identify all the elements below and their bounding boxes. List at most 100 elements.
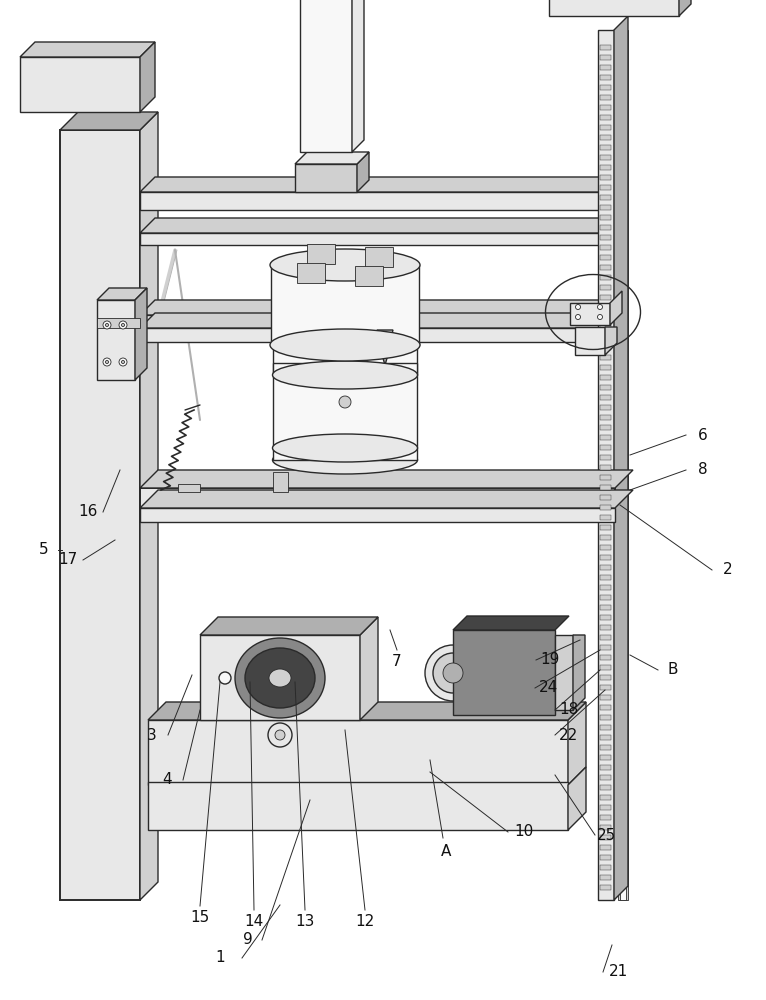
Bar [140,315,600,330]
Text: 3: 3 [147,728,157,742]
Bar [600,125,611,130]
Bar [600,85,611,90]
Bar [600,345,611,350]
Text: A: A [440,844,451,859]
Bar [600,135,611,140]
Text: 1: 1 [215,950,224,966]
Polygon shape [20,42,155,57]
Bar [600,525,611,530]
Circle shape [122,360,125,363]
Polygon shape [140,218,615,233]
Bar [600,315,611,320]
Bar [570,303,610,325]
Bar [355,266,383,286]
Bar [307,244,335,264]
Polygon shape [135,288,147,380]
Circle shape [575,314,581,320]
Bar [600,415,611,420]
Circle shape [119,358,127,366]
Bar [273,363,417,375]
Bar [600,865,611,870]
Bar [600,485,611,490]
Bar [600,615,611,620]
Bar [148,720,568,785]
Text: 8: 8 [698,462,708,478]
Bar [271,265,419,345]
Bar [97,318,140,328]
Bar [296,263,325,283]
Bar [600,605,611,610]
Bar [600,775,611,780]
Bar [600,305,611,310]
Polygon shape [140,42,155,112]
Bar [600,825,611,830]
Bar [618,30,628,900]
Polygon shape [140,313,615,328]
Circle shape [106,360,109,363]
Ellipse shape [273,361,417,389]
Bar [600,115,611,120]
Bar [600,565,611,570]
Bar [600,655,611,660]
Circle shape [268,723,292,747]
Text: 5: 5 [39,542,49,558]
Bar [600,715,611,720]
Bar [20,57,140,112]
Bar [300,0,352,152]
Polygon shape [568,767,586,830]
Polygon shape [573,635,585,710]
Bar [600,55,611,60]
Bar [555,635,573,710]
Text: 12: 12 [355,914,375,930]
Bar [600,335,611,340]
Bar [600,195,611,200]
Bar [600,535,611,540]
Bar [600,455,611,460]
Text: 17: 17 [58,552,77,568]
Text: 13: 13 [296,914,315,930]
Bar [600,585,611,590]
Bar [273,472,288,492]
Bar [600,375,611,380]
Bar [600,75,611,80]
Polygon shape [60,112,158,130]
Bar [600,495,611,500]
Polygon shape [360,617,378,720]
Bar [575,327,605,355]
Circle shape [103,321,111,329]
Bar [600,625,611,630]
Polygon shape [610,291,622,325]
Bar [148,782,568,830]
Bar [600,45,611,50]
Text: 7: 7 [392,654,402,670]
Bar [600,795,611,800]
Bar [600,515,611,520]
Ellipse shape [270,329,420,361]
Text: 6: 6 [698,428,708,442]
Bar [600,545,611,550]
Bar [600,645,611,650]
Bar [600,635,611,640]
Ellipse shape [245,648,315,708]
Bar [600,275,611,280]
Bar [140,488,615,510]
Text: 22: 22 [559,728,578,742]
Circle shape [219,672,231,684]
Bar [600,435,611,440]
Ellipse shape [433,653,473,693]
Bar [600,725,611,730]
Bar [200,635,360,720]
Bar [600,805,611,810]
Ellipse shape [273,434,417,462]
Bar [140,328,600,342]
Text: 21: 21 [608,964,627,980]
Bar [600,175,611,180]
Bar [600,265,611,270]
Ellipse shape [273,446,417,474]
Bar [600,215,611,220]
Ellipse shape [270,249,420,281]
Polygon shape [614,16,628,900]
Bar [600,355,611,360]
Bar [600,875,611,880]
Bar [600,735,611,740]
